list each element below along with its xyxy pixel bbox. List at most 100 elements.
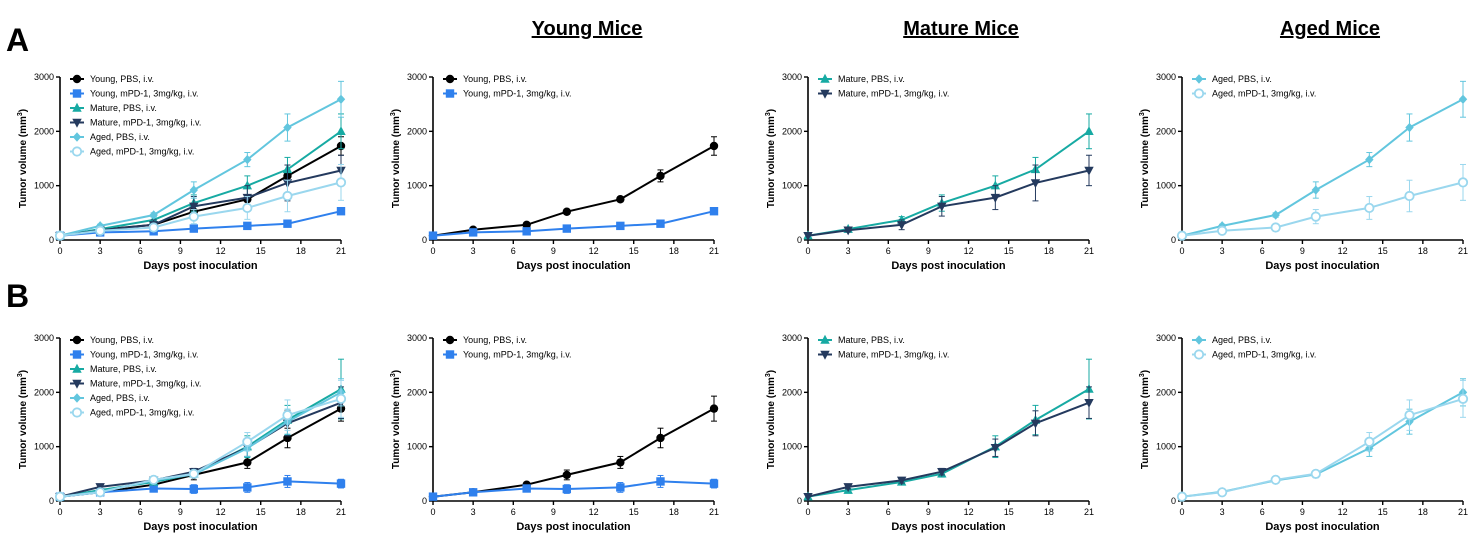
data-point	[656, 171, 665, 181]
x-tick-label: 9	[1300, 507, 1305, 517]
data-point	[243, 458, 252, 467]
chart-panel-a-3: 0 3 6 9 12 15 18 21 0 1000 2000 3000 Days post inocu…	[1139, 72, 1469, 272]
y-axis-label-tail: )	[391, 109, 402, 112]
series-0	[428, 395, 719, 501]
legend-label: Aged, PBS, i.v.	[90, 132, 150, 142]
y-axis-label-superscript: 3	[390, 373, 397, 377]
column-title-aged: Aged Mice	[1279, 18, 1381, 40]
x-tick-label: 0	[805, 507, 810, 517]
x-tick-label: 12	[589, 507, 599, 517]
data-point	[896, 221, 907, 230]
data-point	[148, 474, 159, 485]
x-tick-label: 0	[1179, 246, 1184, 256]
y-axis-label-tail: )	[18, 109, 29, 112]
y-axis-label-superscript: 3	[17, 373, 24, 377]
data-point	[616, 483, 625, 492]
x-tick-label: 3	[471, 507, 476, 517]
x-tick-label: 21	[1084, 507, 1094, 517]
x-tick-label: 6	[1260, 246, 1265, 256]
y-axis-label: Tumor volume (mm3)	[390, 109, 402, 208]
data-point	[468, 228, 478, 237]
legend-label: Aged, PBS, i.v.	[1212, 335, 1272, 345]
legend-marker	[820, 89, 830, 99]
data-point	[188, 468, 199, 479]
series-1	[803, 386, 1094, 502]
y-tick-label: 2000	[782, 387, 802, 397]
data-point	[896, 476, 907, 486]
chart-panel-a-1: 0 3 6 9 12 15 18 21 0 1000 2000 3000 Days post inocu…	[390, 72, 719, 272]
y-tick-label: 3000	[407, 72, 427, 82]
data-point	[1271, 210, 1280, 220]
y-tick-label: 1000	[407, 181, 427, 191]
legend-label: Mature, mPD-1, 3mg/kg, i.v.	[90, 118, 201, 128]
legend-label: Young, mPD-1, 3mg/kg, i.v.	[90, 89, 199, 99]
series-0	[1177, 378, 1468, 502]
y-axis-label-tail: )	[18, 370, 29, 373]
y-tick-label: 2000	[407, 387, 427, 397]
y-axis-label-superscript: 3	[1139, 373, 1146, 377]
data-point	[1405, 122, 1414, 133]
y-axis-label: Tumor volume (mm3)	[1139, 109, 1151, 208]
data-point	[1404, 410, 1415, 421]
series-line	[807, 388, 1090, 498]
data-point	[283, 219, 292, 228]
y-tick-label: 3000	[1156, 72, 1176, 82]
data-point	[283, 122, 292, 133]
x-tick-label: 12	[589, 246, 599, 256]
x-tick-label: 0	[57, 246, 62, 256]
data-point	[562, 484, 572, 494]
data-point	[1270, 474, 1281, 485]
data-point	[149, 484, 158, 493]
data-point	[189, 202, 199, 212]
data-point	[149, 210, 158, 220]
data-point	[243, 221, 252, 231]
data-point	[95, 487, 106, 498]
data-point	[1404, 190, 1415, 202]
data-point	[1364, 436, 1375, 447]
data-point	[1084, 126, 1094, 136]
x-tick-label: 21	[709, 246, 719, 256]
y-axis-label: Tumor volume (mm3)	[1139, 370, 1151, 469]
legend-label: Young, PBS, i.v.	[90, 335, 154, 345]
y-tick-label: 0	[422, 235, 427, 245]
data-point	[468, 488, 478, 497]
x-tick-label: 3	[98, 246, 103, 256]
series-3	[55, 386, 346, 502]
data-point	[616, 221, 625, 231]
x-tick-label: 15	[1004, 246, 1014, 256]
data-point	[243, 154, 252, 165]
legend-label: Mature, mPD-1, 3mg/kg, i.v.	[90, 379, 201, 389]
y-tick-label: 3000	[34, 333, 54, 343]
series-1	[428, 207, 719, 240]
chart-panel-a-2: 0 3 6 9 12 15 18 21 0 1000 2000 3000 Days post inocu…	[765, 72, 1094, 272]
legend-label: Mature, PBS, i.v.	[838, 74, 905, 84]
series-line	[59, 145, 342, 237]
legend-label: Aged, mPD-1, 3mg/kg, i.v.	[90, 147, 194, 157]
y-axis-label-superscript: 3	[390, 112, 397, 116]
y-axis-label: Tumor volume (mm3)	[765, 370, 777, 469]
x-tick-label: 6	[886, 507, 891, 517]
y-axis-label-tail: )	[766, 109, 777, 112]
legend-marker	[820, 334, 830, 344]
x-tick-label: 3	[471, 246, 476, 256]
series-0	[428, 136, 719, 240]
data-point	[1311, 185, 1321, 195]
data-point	[709, 207, 719, 216]
x-tick-label: 0	[1179, 507, 1184, 517]
data-point	[937, 467, 947, 477]
series-line	[1181, 391, 1464, 498]
y-tick-label: 2000	[782, 126, 802, 136]
data-point	[336, 126, 346, 136]
legend-marker	[1193, 349, 1205, 360]
x-tick-label: 18	[1418, 246, 1428, 256]
series-5	[54, 379, 347, 502]
chart-panel-b-2: 0 3 6 9 12 15 18 21 0 1000 2000 3000 Days post inocu…	[765, 333, 1094, 533]
series-line	[807, 169, 1090, 237]
legend-label: Mature, mPD-1, 3mg/kg, i.v.	[838, 89, 949, 99]
legend-marker	[72, 393, 82, 403]
y-tick-label: 0	[49, 235, 54, 245]
x-tick-label: 18	[669, 246, 679, 256]
y-tick-label: 3000	[1156, 333, 1176, 343]
series-0	[803, 358, 1094, 501]
x-tick-label: 6	[886, 246, 891, 256]
